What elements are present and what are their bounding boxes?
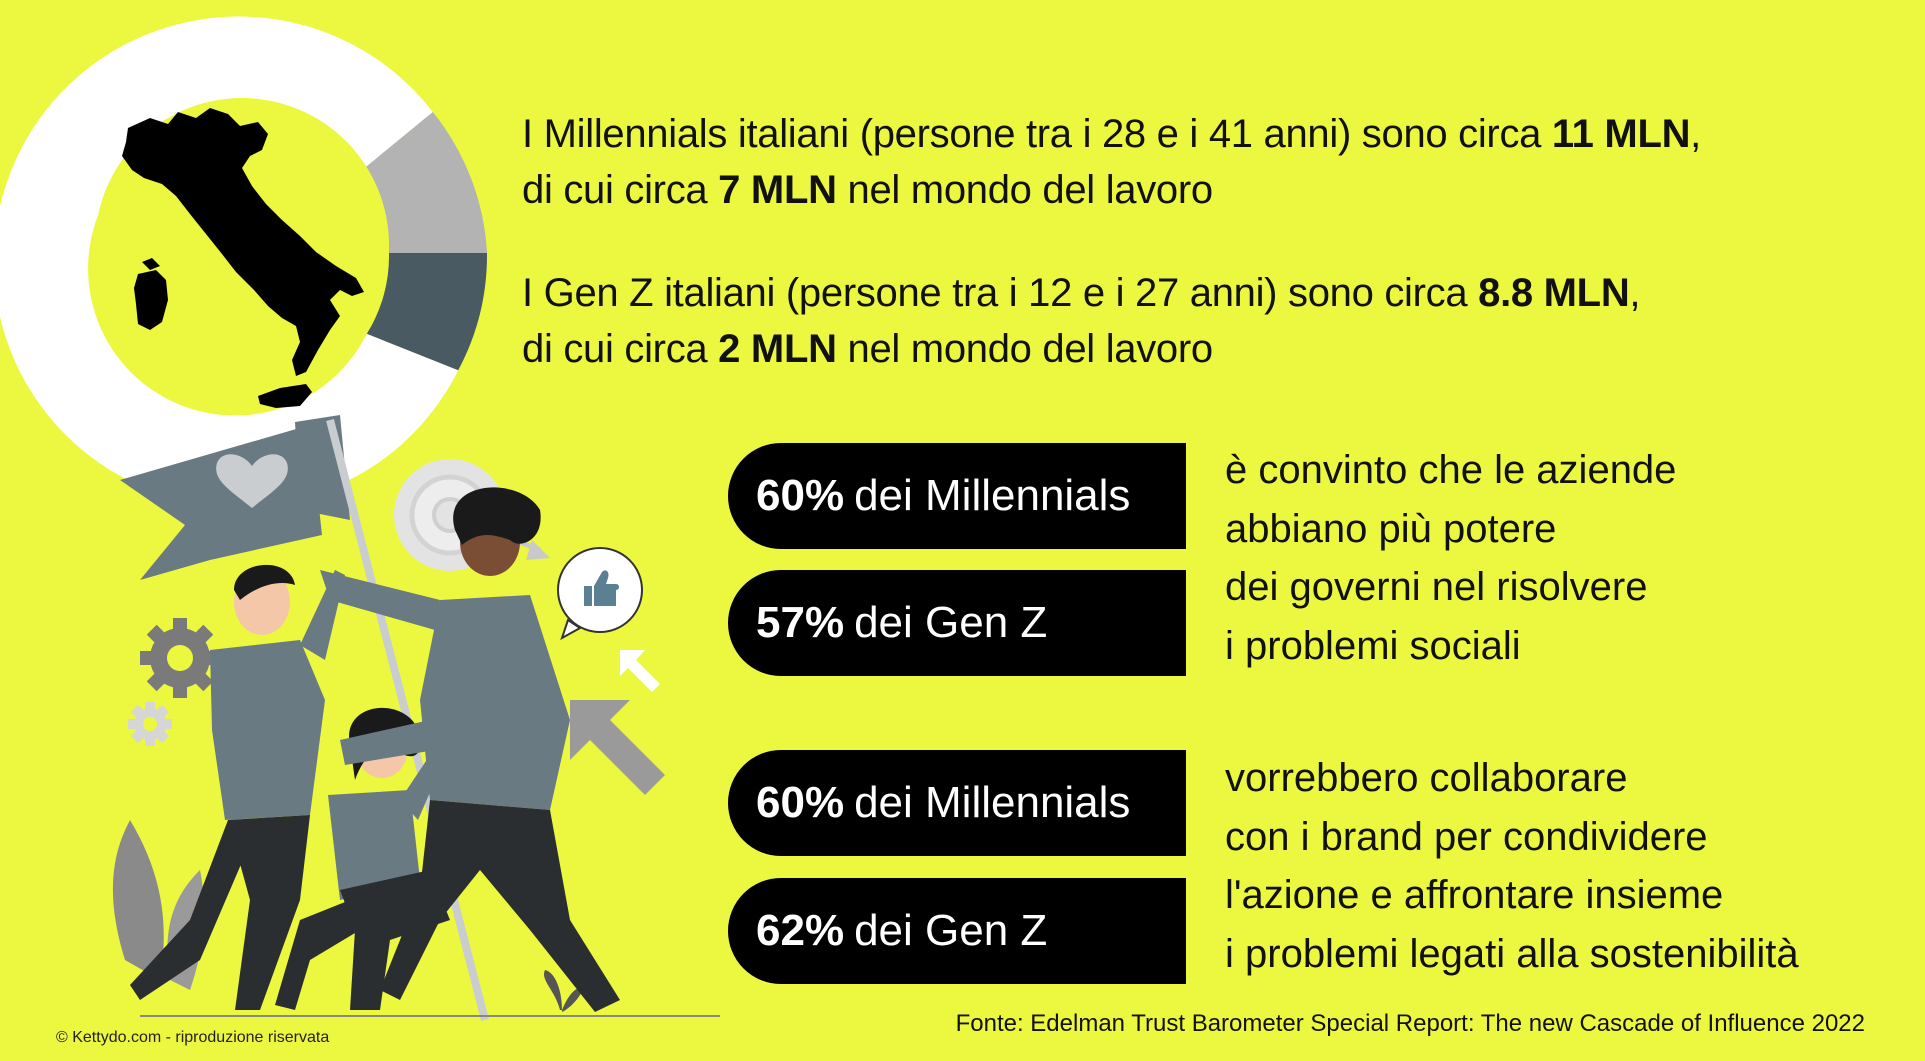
small-gear-icon [128,702,172,746]
italy-map-icon [122,108,364,408]
stat-label: dei Millennials [854,471,1131,520]
description-collaborate-with-brands: vorrebbero collaborare con i brand per c… [1225,756,1799,976]
donut-segment-dark-gray [366,253,488,371]
copyright-notice: © Kettydo.com - riproduzione riservata [56,1029,330,1046]
stat-pill-genz-1: 57% dei Gen Z [728,570,1186,676]
stat-label: dei Gen Z [854,906,1048,955]
stat-percent: 60% [756,778,845,827]
italy-donut-graphic: Fonte: Deloitte Global 2022 Gen Z and Mi… [0,0,488,500]
growth-arrows-icon [570,650,665,795]
source-edelman: Fonte: Edelman Trust Barometer Special R… [955,1010,1865,1037]
stat-label: dei Gen Z [854,598,1048,647]
heart-icon [216,454,288,508]
person-left [130,564,345,1010]
millennials-count-line1: I Millennials italiani (persone tra i 28… [522,112,1701,156]
donut-segment-white [0,16,459,500]
description-power-of-companies: è convinto che le aziende abbiano più po… [1225,448,1677,668]
stat-percent: 57% [756,598,845,647]
person-right [320,487,620,1012]
stat-pill-millennials-2: 60% dei Millennials [728,750,1186,856]
teamwork-illustration [112,415,720,1022]
stat-label: dei Millennials [854,778,1131,827]
thumbs-up-bubble-icon [557,547,643,641]
genz-count-line2: di cui circa 2 MLN nel mondo del lavoro [522,327,1213,371]
stat-pill-genz-2: 62% dei Gen Z [728,878,1186,984]
stat-pill-millennials-1: 60% dei Millennials [728,443,1186,549]
gear-icon [140,618,220,698]
stat-percent: 62% [756,906,845,955]
stat-percent: 60% [756,471,845,520]
millennials-count-line2: di cui circa 7 MLN nel mondo del lavoro [522,168,1213,212]
genz-count-line1: I Gen Z italiani (persone tra i 12 e i 2… [522,271,1641,315]
